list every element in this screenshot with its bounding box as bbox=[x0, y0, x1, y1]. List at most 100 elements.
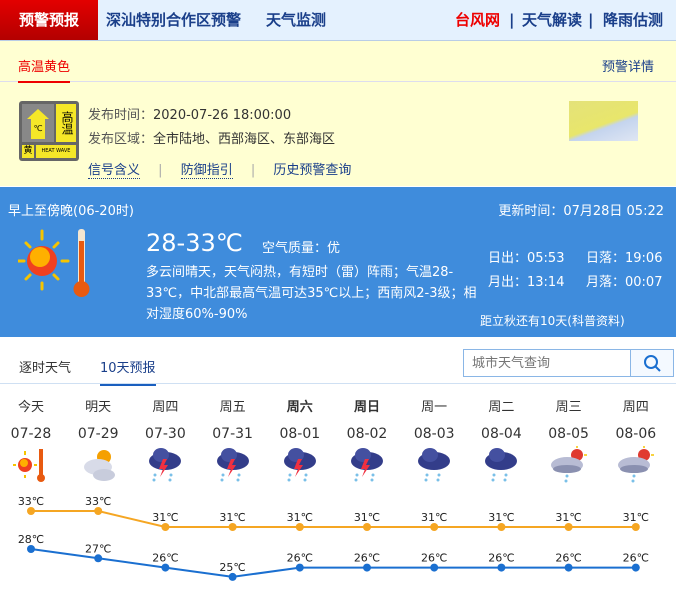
forecast-day[interactable]: 周一 08-03 bbox=[404, 385, 464, 489]
high-temp-label: 31℃ bbox=[219, 511, 245, 524]
warning-detail-link[interactable]: 预警详情 bbox=[601, 60, 654, 75]
forecast-day[interactable]: 周四 07-30 bbox=[135, 385, 195, 489]
date-label: 08-03 bbox=[413, 426, 455, 442]
high-temp-point bbox=[564, 523, 573, 531]
nav-weather-monitor[interactable]: 天气监测 bbox=[266, 11, 327, 29]
high-temp-label: 31℃ bbox=[555, 511, 581, 524]
high-temp-point bbox=[295, 523, 304, 531]
forecast-day[interactable]: 周四 08-06 bbox=[606, 385, 666, 489]
temp-range: 28-33℃ bbox=[146, 229, 243, 257]
low-temp-point bbox=[295, 563, 304, 572]
history-warning-link[interactable]: 历史预警查询 bbox=[273, 163, 352, 178]
high-temp-label: 33℃ bbox=[18, 495, 44, 508]
solar-term-link[interactable]: 距立秋还有10天(科普资料) bbox=[480, 314, 625, 328]
rain-icon bbox=[485, 448, 518, 482]
date-label: 07-31 bbox=[212, 426, 253, 442]
weather-description: 多云间晴天，天气闷热，有短时（雷）阵雨；气温28-33℃，中北部最高气温可达35… bbox=[146, 265, 477, 322]
low-temp-label: 27℃ bbox=[85, 542, 111, 555]
date-label: 08-02 bbox=[346, 426, 388, 442]
high-temp-line bbox=[31, 510, 636, 528]
day-label: 周六 bbox=[286, 400, 313, 415]
thunderstorm-icon bbox=[149, 448, 182, 482]
date-label: 07-29 bbox=[77, 426, 119, 442]
high-temp-point bbox=[631, 523, 640, 531]
low-temp-point bbox=[27, 545, 35, 553]
thunderstorm-icon bbox=[283, 448, 316, 482]
forecast-day[interactable]: 今天 07-28 bbox=[1, 385, 61, 489]
thunderstorm-icon bbox=[351, 448, 383, 482]
low-temp-label: 26℃ bbox=[623, 552, 649, 565]
aqi-value: 优 bbox=[327, 241, 341, 256]
high-temp-point bbox=[27, 507, 35, 515]
date-label: 08-05 bbox=[548, 426, 589, 442]
sun-shower-icon bbox=[617, 446, 654, 483]
forecast-day[interactable]: 周六 08-01 bbox=[270, 385, 330, 489]
issue-time: 2020-07-26 18:00:00 bbox=[153, 108, 292, 123]
high-temp-point bbox=[363, 523, 371, 531]
nav-shenshan-warning[interactable]: 深汕特别合作区预警 bbox=[106, 11, 242, 29]
low-temp-line bbox=[30, 548, 636, 578]
ten-day-forecast: 今天 07-28 明天 07-29 周四 07-30 周五 07-31 周六 0… bbox=[0, 385, 676, 594]
search-button[interactable] bbox=[630, 349, 674, 377]
low-temp-label: 28℃ bbox=[18, 533, 44, 546]
forecast-day[interactable]: 周日 08-02 bbox=[337, 385, 397, 489]
tab-10day[interactable]: 10天预报 bbox=[100, 357, 156, 386]
high-temp-label: 33℃ bbox=[85, 495, 111, 508]
high-temp-point bbox=[161, 523, 170, 531]
day-label: 周一 bbox=[421, 400, 448, 415]
divider: | bbox=[588, 11, 594, 29]
low-temp-label: 26℃ bbox=[421, 552, 447, 565]
high-temp-point bbox=[94, 507, 103, 515]
high-temp-label: 31℃ bbox=[152, 511, 178, 524]
low-temp-point bbox=[363, 563, 371, 572]
forecast-day[interactable]: 明天 07-29 bbox=[68, 385, 128, 489]
high-temp-label: 31℃ bbox=[488, 511, 514, 524]
forecast-tabs: 逐时天气 10天预报 bbox=[0, 337, 676, 386]
high-temp-label: 31℃ bbox=[287, 511, 313, 524]
date-label: 08-04 bbox=[481, 426, 522, 442]
heat-yellow-badge-icon: ℃ 高温 黄 HEAT WAVE bbox=[19, 101, 79, 161]
nav-weather-interpretation[interactable]: 天气解读 bbox=[522, 11, 583, 29]
high-temp-label: 31℃ bbox=[623, 511, 649, 524]
period: 早上至傍晚(06-20时) bbox=[8, 204, 134, 219]
thunderstorm-icon bbox=[216, 448, 249, 482]
date-label: 07-30 bbox=[145, 426, 186, 442]
day-label: 明天 bbox=[85, 400, 112, 415]
day-label: 周四 bbox=[622, 400, 649, 415]
sunset: 日落：19:06 bbox=[586, 251, 663, 266]
sunrise: 日出：05:53 bbox=[488, 251, 565, 266]
sun-shower-icon bbox=[550, 446, 587, 483]
sunny-hot-icon bbox=[18, 229, 90, 297]
low-temp-label: 26℃ bbox=[488, 552, 514, 565]
partly-cloudy-icon bbox=[84, 450, 116, 481]
defense-guide-link[interactable]: 防御指引 bbox=[180, 163, 233, 179]
low-temp-point bbox=[497, 563, 506, 572]
date-label: 07-28 bbox=[10, 426, 52, 442]
low-temp-label: 26℃ bbox=[555, 552, 581, 565]
nav-warning-forecast[interactable]: 预警预报 bbox=[0, 0, 98, 40]
tab-heat-yellow[interactable]: 高温黄色 bbox=[18, 56, 71, 83]
low-temp-label: 26℃ bbox=[152, 552, 178, 565]
day-label: 周二 bbox=[488, 400, 515, 415]
forecast-day[interactable]: 周三 08-05 bbox=[539, 385, 599, 489]
city-search-input[interactable] bbox=[463, 349, 631, 377]
signal-meaning-link[interactable]: 信号含义 bbox=[88, 163, 141, 179]
tab-hourly[interactable]: 逐时天气 bbox=[19, 361, 72, 376]
high-temp-label: 31℃ bbox=[421, 511, 447, 524]
nav-typhoon[interactable]: 台风网 bbox=[455, 11, 501, 29]
warning-panel: 高温黄色 预警详情 ℃ 高温 黄 HEAT WAVE 发布时间：2020-07-… bbox=[0, 41, 676, 186]
date-label: 08-06 bbox=[615, 426, 657, 442]
warning-area-map[interactable] bbox=[569, 101, 638, 141]
high-temp-label: 31℃ bbox=[354, 511, 380, 524]
high-temp-point bbox=[497, 523, 506, 531]
date-label: 08-01 bbox=[279, 426, 321, 442]
update-time: 更新时间：07月28日 05:22 bbox=[498, 204, 664, 219]
aqi-label: 空气质量： bbox=[262, 241, 328, 256]
today-weather-panel: 早上至傍晚(06-20时) 更新时间：07月28日 05:22 28-33℃ 空… bbox=[0, 187, 676, 337]
nav-rain-estimate[interactable]: 降雨估测 bbox=[603, 11, 664, 29]
forecast-day[interactable]: 周五 07-31 bbox=[203, 385, 263, 489]
sunny-hot-icon bbox=[13, 449, 45, 482]
low-temp-point bbox=[161, 563, 170, 572]
day-label: 周四 bbox=[152, 400, 179, 415]
forecast-day[interactable]: 周二 08-04 bbox=[471, 385, 531, 489]
